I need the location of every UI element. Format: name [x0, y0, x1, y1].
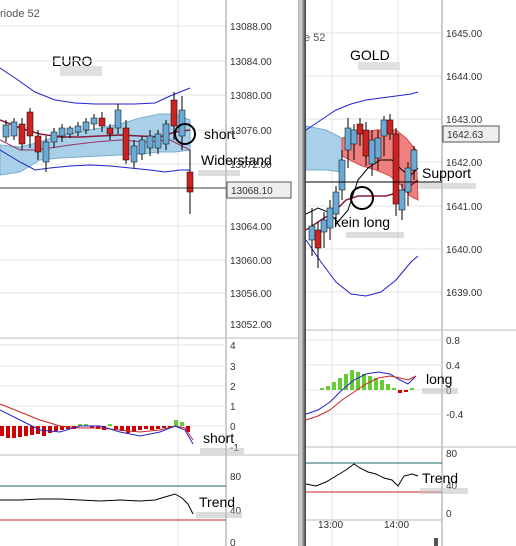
gold-macd-tick: 0.8: [446, 336, 460, 347]
euro-candles: [2, 92, 194, 214]
gold-scroll-nub[interactable]: [434, 538, 438, 546]
euro-price-tick: 13076.00: [230, 126, 272, 137]
gold-title: GOLD: [350, 47, 390, 63]
gold-macd-histogram: [320, 370, 414, 393]
euro-blur-strip: [198, 170, 240, 176]
gold-period-label: e 52: [306, 32, 325, 44]
euro-price-tick: 13088.00: [230, 22, 272, 33]
gold-macd-line: [306, 371, 417, 415]
euro-price-tick: 13060.00: [230, 256, 272, 267]
euro-price-axis: 13088.00 13084.00 13080.00 13076.00 1307…: [230, 22, 272, 331]
euro-price-tick: 13052.00: [230, 320, 272, 331]
gold-time-tick: 13:00: [318, 520, 343, 531]
euro-trend-line: [0, 493, 194, 515]
gold-macd-tick: -0.4: [446, 410, 464, 421]
euro-blur-strip-3: [196, 512, 242, 518]
gold-chart-window[interactable]: e 52 GOLD: [306, 0, 516, 546]
gold-long-label: long: [426, 371, 452, 387]
gold-blur-strip: [346, 232, 404, 238]
euro-period-label: riode 52: [0, 8, 40, 20]
gold-trend-tick: 40: [446, 481, 458, 492]
gold-time-tick: 14:00: [384, 520, 409, 531]
euro-macd-tick: 1: [230, 402, 236, 413]
gold-candles: [308, 114, 418, 268]
gold-price-tick: 1643.00: [446, 115, 483, 126]
euro-chart-window[interactable]: riode 52 EURO: [0, 0, 298, 546]
gold-no-long-label: kein long: [334, 214, 390, 230]
euro-macd-tick: 4: [230, 341, 236, 352]
gold-macd-signal: [306, 375, 417, 421]
gold-trend-line: [306, 463, 419, 487]
euro-upper-band: [0, 67, 191, 105]
euro-trend-tick: 80: [230, 472, 242, 483]
euro-blur-strip-2: [200, 448, 244, 454]
euro-macd-histogram: [0, 420, 190, 438]
gold-current-price-box: [442, 125, 500, 143]
gold-macd-grid: [306, 339, 442, 415]
gold-trend-axis: 80 40 0: [446, 449, 458, 520]
euro-lower-band: [0, 149, 190, 173]
gold-no-long-marker: [350, 186, 374, 210]
gold-cloud-blue: [306, 125, 343, 173]
euro-current-price-box: [226, 181, 292, 199]
gold-blur-strip-2: [418, 183, 476, 189]
euro-current-price: 13068.10: [231, 186, 273, 197]
gold-macd-tick: 0.4: [446, 361, 460, 372]
gold-price-tick: 1639.00: [446, 288, 483, 299]
euro-macd-grid: [0, 344, 226, 427]
gold-price-tick: 1644.00: [446, 72, 483, 83]
gold-price-tick: 1641.00: [446, 202, 483, 213]
gold-grid: [306, 0, 442, 546]
gold-chart-svg: e 52 GOLD: [306, 0, 516, 546]
gold-price-tick: 1645.00: [446, 29, 483, 40]
gold-trend-tick: 80: [446, 449, 458, 460]
euro-macd-tick: 0: [230, 422, 236, 433]
euro-macd-tick: 2: [230, 382, 236, 393]
euro-macd-tick: 3: [230, 362, 236, 373]
euro-short-macd-label: short: [203, 430, 234, 446]
gold-current-price: 1642.63: [447, 130, 484, 141]
euro-resistance-label: Widerstand: [201, 152, 272, 168]
euro-short-label: short: [204, 126, 235, 142]
gold-upper-band: [306, 91, 419, 131]
euro-title-blur: [60, 66, 102, 76]
gold-price-axis: 1645.00 1644.00 1643.00 1642.00 1641.00 …: [446, 29, 483, 299]
euro-price-tick: 13064.00: [230, 222, 272, 233]
euro-trend-tick: 40: [230, 506, 242, 517]
euro-price-tick: 13080.00: [230, 91, 272, 102]
gold-price-tick: 1640.00: [446, 245, 483, 256]
euro-trend-tick: 0: [230, 538, 236, 546]
gold-price-tick: 1642.00: [446, 158, 483, 169]
gold-title-blur: [358, 62, 400, 70]
euro-macd-signal: [0, 403, 194, 441]
euro-price-tick: 13056.00: [230, 289, 272, 300]
window-splitter[interactable]: [298, 0, 306, 546]
euro-chart-svg: riode 52 EURO: [0, 0, 298, 546]
euro-price-tick: 13084.00: [230, 57, 272, 68]
euro-macd-line: [0, 409, 194, 445]
gold-support-label: Support: [422, 165, 471, 181]
gold-trend-tick: 0: [446, 509, 452, 520]
euro-trend-axis: 80 40 0: [230, 472, 242, 546]
gold-blur-strip-3: [422, 388, 458, 394]
euro-trend-label: Trend: [199, 494, 235, 510]
gold-trend-label: Trend: [422, 470, 458, 486]
euro-short-marker: [174, 123, 196, 145]
gold-close-line: [306, 159, 419, 223]
gold-blur-strip-4: [420, 488, 468, 494]
euro-price-tick: 13072.00: [230, 160, 272, 171]
gold-lower-band: [306, 239, 419, 297]
